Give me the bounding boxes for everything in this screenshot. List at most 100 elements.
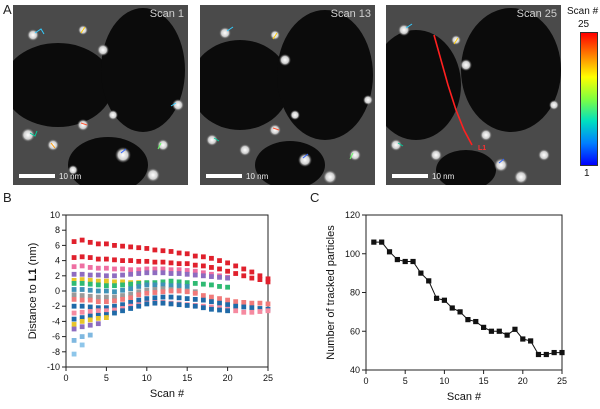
- data-point: [95, 321, 101, 327]
- data-point: [144, 301, 150, 307]
- data-point: [241, 309, 247, 315]
- data-point: [71, 316, 77, 322]
- data-point: [87, 272, 93, 278]
- data-point: [120, 266, 125, 272]
- data-point: [120, 243, 125, 249]
- data-point: [160, 300, 166, 306]
- data-point: [200, 254, 206, 260]
- data-point: [249, 309, 255, 315]
- data-point: [241, 266, 247, 272]
- data-point: [225, 302, 230, 308]
- x-tick-label: 20: [518, 376, 528, 386]
- l1-line: [433, 34, 473, 146]
- data-point: [79, 319, 85, 324]
- series-teal: [71, 282, 190, 295]
- data-point: [233, 271, 239, 276]
- y-tick-label: -8: [52, 347, 60, 357]
- data-point: [192, 272, 198, 278]
- data-point: [433, 295, 440, 301]
- colorbar-min-label: 1: [584, 168, 590, 179]
- data-point: [144, 266, 150, 272]
- data-point: [249, 269, 255, 275]
- data-point: [504, 332, 510, 338]
- data-point: [192, 268, 198, 274]
- data-point: [217, 258, 222, 263]
- data-point: [257, 273, 263, 279]
- x-tick-label: 15: [479, 376, 489, 386]
- data-point: [168, 301, 174, 307]
- y-tick-label: 80: [350, 288, 360, 298]
- data-point: [402, 258, 408, 265]
- data-point: [233, 299, 239, 305]
- data-point: [87, 293, 93, 299]
- data-point: [457, 309, 463, 315]
- data-point: [176, 279, 182, 285]
- y-tick-label: 4: [55, 256, 60, 266]
- data-point: [112, 307, 117, 313]
- data-point: [120, 258, 125, 263]
- y-tick-label: 10: [50, 210, 60, 220]
- data-point: [192, 303, 198, 309]
- colorbar: [580, 32, 598, 166]
- data-point: [136, 303, 142, 309]
- data-point: [473, 318, 479, 325]
- data-point: [104, 265, 109, 271]
- scale-bar: [19, 174, 55, 178]
- data-point: [152, 287, 158, 292]
- data-point: [160, 286, 166, 292]
- data-point: [176, 261, 182, 267]
- x-tick-label: 10: [439, 376, 449, 386]
- data-point: [95, 299, 101, 305]
- data-point: [71, 271, 77, 277]
- x-tick-label: 0: [63, 373, 68, 383]
- data-point: [184, 289, 190, 295]
- data-point: [225, 268, 230, 274]
- data-point: [176, 250, 182, 256]
- stm-image-1: [13, 5, 188, 185]
- x-tick-label: 15: [182, 373, 192, 383]
- data-point: [535, 351, 542, 358]
- data-point: [559, 349, 565, 356]
- data-point: [176, 295, 182, 301]
- data-point: [95, 315, 101, 321]
- data-point: [184, 284, 190, 289]
- data-point: [152, 270, 158, 276]
- data-point: [120, 279, 125, 285]
- data-point: [481, 324, 487, 330]
- series-light-blue: [71, 332, 93, 343]
- data-point: [95, 288, 101, 294]
- series-purple: [71, 270, 230, 281]
- data-point: [241, 300, 247, 305]
- chart-c-tracked-particles: 0 5 10 15 20 25 40 60 80 100 120 Scan # Number of tr…: [325, 210, 567, 403]
- data-point: [168, 271, 174, 276]
- data-point: [95, 278, 101, 284]
- data-point: [225, 284, 230, 290]
- data-point: [87, 277, 93, 283]
- y-tick-label: 0: [55, 286, 60, 296]
- data-point: [87, 317, 93, 323]
- data-point: [152, 266, 158, 272]
- data-point: [120, 272, 125, 278]
- microscopy-image-scan-25: L1 Scan 25 10 nm: [386, 5, 561, 185]
- stm-image-2: [200, 5, 375, 185]
- data-point: [87, 255, 93, 260]
- scan-label: Scan 1: [149, 8, 184, 20]
- scan-label: Scan 25: [516, 8, 557, 20]
- data-point: [168, 260, 174, 266]
- data-point: [87, 281, 93, 287]
- data-point: [209, 255, 214, 261]
- panel-a-letter: A: [3, 2, 12, 17]
- l1-label: L1: [478, 145, 487, 152]
- data-point: [200, 293, 206, 298]
- data-point: [104, 299, 109, 305]
- data-point: [200, 305, 206, 311]
- data-point: [128, 306, 134, 311]
- data-point: [200, 263, 206, 269]
- data-point: [112, 310, 117, 316]
- data-point: [144, 282, 150, 288]
- y-tick-label: -10: [47, 362, 60, 372]
- data-point: [192, 253, 198, 259]
- data-point: [79, 303, 85, 309]
- data-point: [176, 283, 182, 289]
- data-point: [71, 303, 77, 309]
